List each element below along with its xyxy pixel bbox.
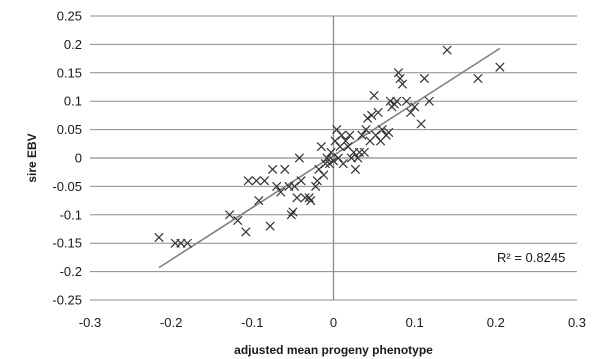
x-tick-label: 0.2 [487,315,505,330]
data-point [251,176,262,186]
data-point [324,159,335,169]
data-point [280,164,290,174]
data-point [369,90,379,101]
data-point [326,147,336,157]
data-points [154,45,505,248]
y-tick-label: 0.15 [57,65,82,80]
data-point [311,181,321,192]
y-tick-label: -0.05 [52,179,82,194]
y-tick-label: 0.1 [64,94,82,109]
y-tick-label: -0.2 [60,264,82,279]
trendline [158,47,501,269]
r-squared-annotation: R² = 0.8245 [497,250,565,265]
x-axis-label: adjusted mean progeny phenotype [234,343,433,357]
data-point [306,195,316,206]
data-point [154,232,164,243]
y-tick-label: 0 [75,151,82,166]
data-point [294,153,305,163]
data-point [442,45,452,55]
data-point [176,238,186,248]
data-point [259,176,270,186]
data-point [397,79,408,89]
data-point [224,210,235,220]
x-tick-label: 0 [330,315,337,330]
data-point [265,221,275,231]
data-point [338,159,348,169]
data-point [362,113,373,123]
zero-axes [90,16,577,300]
x-tick-label: -0.1 [241,315,263,330]
data-point [419,73,430,84]
y-tick-label: -0.25 [52,293,82,308]
x-tick-label: -0.3 [79,315,101,330]
data-point [316,142,326,152]
data-point [361,124,371,135]
data-point [495,62,505,72]
data-point [328,156,339,166]
data-point [424,96,434,106]
data-point [319,170,329,180]
data-point [367,110,377,121]
y-tick-label: 0.05 [57,122,82,137]
y-tick-label: 0.2 [64,37,82,52]
y-tick-label: -0.15 [52,236,82,251]
data-point [292,193,302,203]
y-tick-label: -0.1 [60,207,82,222]
y-axis-label: sire EBV [25,133,39,182]
x-tick-label: -0.2 [160,315,182,330]
data-point [288,207,298,217]
data-point [405,107,416,118]
data-point [357,130,367,140]
data-point [401,96,412,106]
data-point [276,187,286,197]
data-point [346,153,356,163]
data-point [350,164,361,174]
data-point [322,153,332,163]
data-point [473,73,483,84]
data-point [300,193,310,203]
data-point [354,147,365,157]
y-tick-label: 0.25 [57,9,82,24]
data-point [268,164,278,174]
x-tick-labels: -0.3 -0.2 -0.1 0 0.1 0.2 0.3 [79,315,586,330]
data-point [410,102,420,112]
data-point [254,195,264,206]
data-point [377,124,387,135]
data-point [395,73,405,84]
x-tick-label: 0.3 [568,315,586,330]
data-point [272,181,282,192]
data-point [286,210,296,220]
data-point [336,130,347,140]
data-point [416,119,426,129]
data-point [233,215,243,226]
data-point [243,176,253,186]
data-point [241,227,251,237]
data-point [296,176,306,186]
data-point [393,68,404,78]
data-point [182,238,193,248]
data-point [341,136,351,146]
y-tick-labels: -0.25 -0.2 -0.15 -0.1 -0.05 0 0.05 0.1 0.15 0.2 0.… [52,9,82,308]
data-point [392,96,402,106]
x-tick-label: 0.1 [406,315,424,330]
data-point [359,147,369,157]
data-point [345,130,355,140]
data-point [384,127,394,138]
data-point [320,159,331,169]
data-point [304,193,314,203]
data-point [373,107,383,118]
data-point [385,96,395,106]
